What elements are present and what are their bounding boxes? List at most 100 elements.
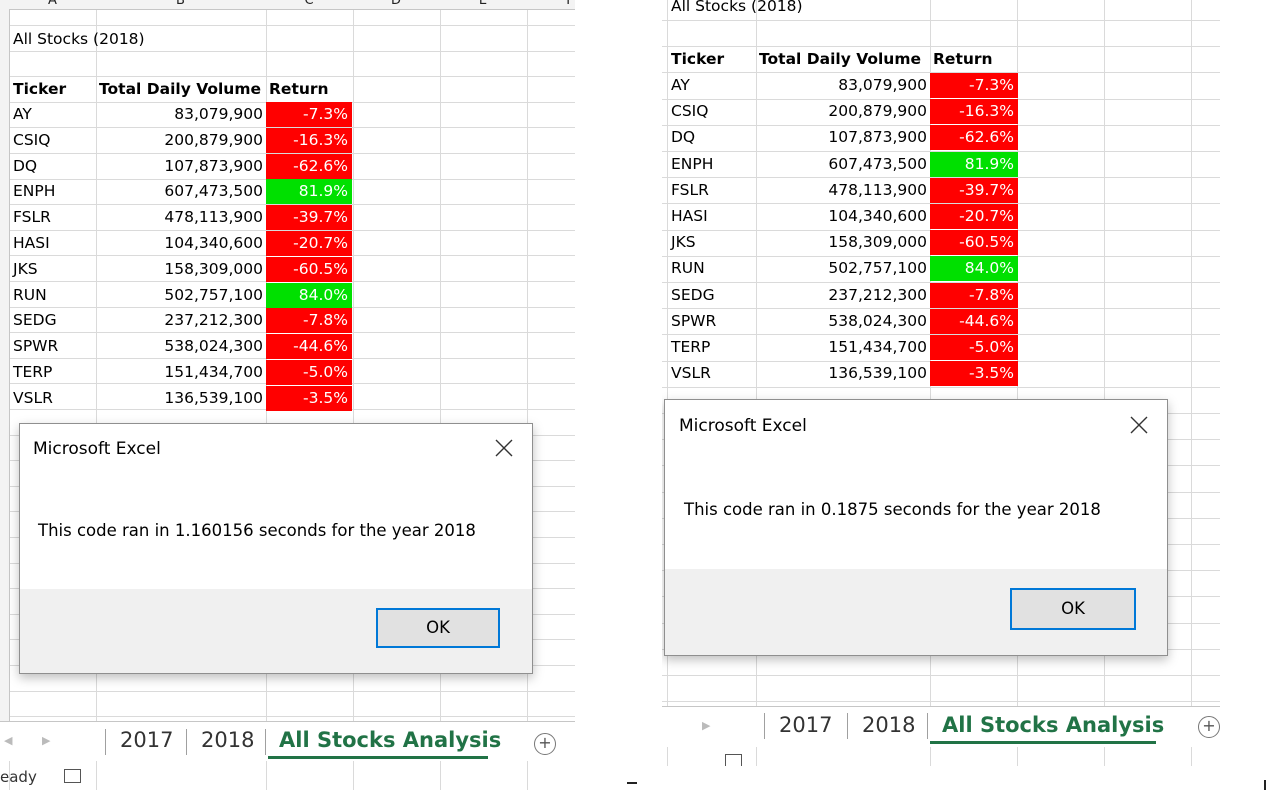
volume-cell[interactable]: 107,873,900 [828,128,927,147]
volume-cell[interactable]: 478,113,900 [828,180,927,199]
return-cell[interactable]: 81.9% [930,151,1018,177]
ticker-cell[interactable]: DQ [13,156,38,175]
ticker-cell[interactable]: RUN [13,285,47,304]
volume-cell[interactable]: 83,079,900 [838,76,927,94]
tab-2017[interactable]: 2017 [120,728,174,752]
return-cell[interactable]: -39.7% [266,205,352,231]
volume-cell[interactable]: 104,340,600 [164,234,263,252]
ticker-cell[interactable]: SEDG [671,285,715,304]
volume-cell[interactable]: 151,434,700 [828,338,927,356]
return-cell[interactable]: -7.8% [266,308,352,334]
tab-2018[interactable]: 2018 [201,728,255,752]
column-header-b[interactable]: B [176,0,185,8]
page-layout-view-icon[interactable] [725,754,742,766]
volume-cell[interactable]: 538,024,300 [828,311,927,330]
ticker-cell[interactable]: TERP [13,363,53,381]
tab-2017[interactable]: 2017 [779,713,833,737]
ticker-cell[interactable]: FSLR [671,180,709,199]
ticker-cell[interactable]: DQ [671,128,696,147]
volume-cell[interactable]: 607,473,500 [828,154,927,173]
add-sheet-icon[interactable]: + [534,733,556,755]
return-cell[interactable]: -16.3% [930,99,1018,125]
volume-cell[interactable]: 136,539,100 [828,364,927,383]
return-cell[interactable]: -20.7% [266,231,352,256]
header-return[interactable]: Return [933,50,993,68]
return-cell[interactable]: 84.0% [930,256,1018,282]
header-return[interactable]: Return [269,80,329,98]
return-cell[interactable]: -3.5% [266,385,352,411]
return-cell[interactable]: -62.6% [266,153,352,179]
scroll-tabs-left-icon[interactable]: ◀ [4,734,13,747]
close-icon[interactable] [494,438,514,458]
add-sheet-icon[interactable]: + [1198,716,1220,738]
ticker-cell[interactable]: JKS [13,259,38,278]
ticker-cell[interactable]: ENPH [13,182,56,201]
volume-cell[interactable]: 237,212,300 [164,311,263,330]
close-icon[interactable] [1129,415,1149,435]
ticker-cell[interactable]: CSIQ [13,130,51,149]
return-cell[interactable]: -60.5% [266,256,352,282]
volume-cell[interactable]: 200,879,900 [164,130,263,149]
header-ticker[interactable]: Ticker [13,80,67,98]
return-cell[interactable]: -62.6% [930,125,1018,151]
return-cell[interactable]: -3.5% [930,361,1018,387]
right-worksheet-grid[interactable] [662,0,1220,766]
tab-all-stocks-analysis[interactable]: All Stocks Analysis [279,728,502,752]
return-cell[interactable]: -7.8% [930,282,1018,308]
return-cell[interactable]: -44.6% [930,308,1018,334]
volume-cell[interactable]: 502,757,100 [828,259,927,278]
volume-cell[interactable]: 502,757,100 [164,285,263,304]
ticker-cell[interactable]: HASI [13,234,50,252]
ticker-cell[interactable]: CSIQ [671,102,709,121]
ticker-cell[interactable]: SEDG [13,311,57,330]
ticker-cell[interactable]: AY [671,76,690,94]
volume-cell[interactable]: 136,539,100 [164,388,263,407]
ticker-cell[interactable]: JKS [671,233,696,252]
return-cell[interactable]: -5.0% [930,335,1018,360]
ticker-cell[interactable]: HASI [671,207,708,225]
return-cell[interactable]: -44.6% [266,334,352,360]
ok-button[interactable]: OK [376,608,500,648]
column-header-f[interactable]: F [566,0,574,8]
ticker-cell[interactable]: VSLR [13,388,53,407]
ticker-cell[interactable]: FSLR [13,208,51,227]
ticker-cell[interactable]: ENPH [671,154,714,173]
sheet-title-cell[interactable]: All Stocks (2018) [13,30,145,48]
volume-cell[interactable]: 151,434,700 [164,363,263,381]
return-cell[interactable]: 84.0% [266,282,352,308]
scroll-tabs-right-icon[interactable]: ▶ [42,734,51,747]
header-total-daily-volume[interactable]: Total Daily Volume [759,50,922,68]
ticker-cell[interactable]: SPWR [13,337,59,356]
volume-cell[interactable]: 158,309,000 [828,233,927,252]
return-cell[interactable]: 81.9% [266,179,352,205]
volume-cell[interactable]: 104,340,600 [828,207,927,225]
return-cell[interactable]: -7.3% [930,73,1018,98]
tab-all-stocks-analysis[interactable]: All Stocks Analysis [942,713,1165,737]
return-cell[interactable]: -7.3% [266,102,352,127]
volume-cell[interactable]: 107,873,900 [164,156,263,175]
header-ticker[interactable]: Ticker [671,50,725,68]
column-header-e[interactable]: E [478,0,488,8]
volume-cell[interactable]: 200,879,900 [828,102,927,121]
column-header-d[interactable]: D [390,0,401,8]
column-header-a[interactable]: A [48,0,57,8]
volume-cell[interactable]: 607,473,500 [164,182,263,201]
ticker-cell[interactable]: TERP [671,338,711,356]
return-cell[interactable]: -20.7% [930,204,1018,229]
ticker-cell[interactable]: VSLR [671,364,711,383]
volume-cell[interactable]: 237,212,300 [828,285,927,304]
ticker-cell[interactable]: SPWR [671,311,717,330]
volume-cell[interactable]: 538,024,300 [164,337,263,356]
return-cell[interactable]: -16.3% [266,127,352,153]
volume-cell[interactable]: 158,309,000 [164,259,263,278]
scroll-tabs-right-icon[interactable]: ▶ [702,719,711,732]
sheet-title-cell[interactable]: All Stocks (2018) [671,0,803,15]
ok-button[interactable]: OK [1010,588,1136,630]
tab-2018[interactable]: 2018 [862,713,916,737]
return-cell[interactable]: -5.0% [266,360,352,385]
return-cell[interactable]: -60.5% [930,230,1018,256]
volume-cell[interactable]: 83,079,900 [174,105,263,123]
volume-cell[interactable]: 478,113,900 [164,208,263,227]
column-header-c[interactable]: C [304,0,314,8]
ticker-cell[interactable]: AY [13,105,32,123]
